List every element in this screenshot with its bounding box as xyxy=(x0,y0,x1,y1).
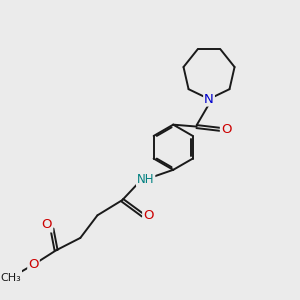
Text: N: N xyxy=(204,92,214,106)
Text: O: O xyxy=(143,209,154,222)
Text: CH₃: CH₃ xyxy=(0,273,21,284)
Text: NH: NH xyxy=(137,173,154,186)
Text: O: O xyxy=(221,123,231,136)
Text: O: O xyxy=(42,218,52,232)
Text: O: O xyxy=(28,258,39,271)
